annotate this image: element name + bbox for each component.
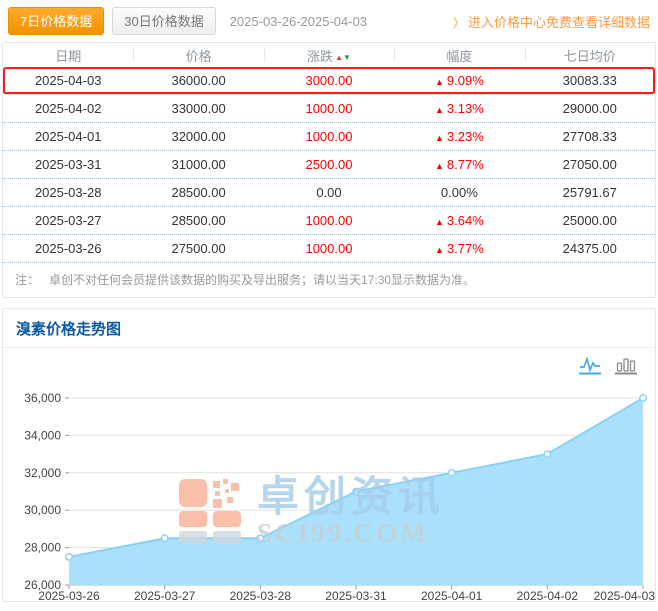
cell-date: 2025-03-31 bbox=[34, 157, 102, 172]
cell-range-pct: ▲ 8.77% bbox=[434, 157, 484, 172]
svg-text:32,000: 32,000 bbox=[24, 466, 61, 480]
cell-price: 27500.00 bbox=[171, 241, 226, 256]
cell-7day-average: 24375.00 bbox=[562, 241, 617, 256]
table-row[interactable]: 2025-03-27 28500.00 1000.00 ▲ 3.64% 25000.00 bbox=[3, 207, 655, 235]
cell-price: 32000.00 bbox=[171, 129, 226, 144]
table-body: 2025-04-03 36000.00 3000.00 ▲ 9.09% 30083.33 2… bbox=[3, 67, 655, 263]
cell-7day-average: 30083.33 bbox=[562, 73, 617, 88]
data-point-marker bbox=[352, 487, 360, 496]
cell-price: 36000.00 bbox=[171, 73, 226, 88]
note-label: 注： bbox=[15, 273, 40, 287]
cell-price: 28500.00 bbox=[171, 185, 226, 200]
column-header-date: 日期 bbox=[55, 48, 82, 64]
data-point-marker bbox=[160, 534, 169, 543]
cell-7day-average: 27708.33 bbox=[562, 129, 617, 144]
price-center-link-label: 进入价格中心免费查看详细数据 bbox=[467, 14, 650, 30]
note-text: 卓创不对任何会员提供该数据的购买及导出服务；请以当天17:30显示数据为准。 bbox=[49, 273, 476, 287]
data-point-marker bbox=[543, 450, 552, 459]
chevron-right-icon: 〉 bbox=[452, 15, 465, 30]
line-chart-icon[interactable] bbox=[579, 355, 601, 375]
toolbar: 7日价格数据 30日价格数据 2025-03-26-2025-04-03 〉进入… bbox=[0, 0, 658, 40]
table-row[interactable]: 2025-04-03 36000.00 3000.00 ▲ 9.09% 30083.33 bbox=[3, 67, 655, 95]
column-header-change: 涨跌 ▲▼ bbox=[263, 46, 394, 65]
column-header-price: 价格 bbox=[133, 46, 263, 65]
cell-7day-average: 27050.00 bbox=[562, 157, 617, 172]
cell-range-pct: ▲ 3.77% bbox=[434, 241, 484, 256]
cell-7day-average: 25791.67 bbox=[562, 185, 617, 200]
cell-date: 2025-04-01 bbox=[34, 129, 102, 144]
cell-date: 2025-03-26 bbox=[34, 241, 102, 256]
cell-range-pct: ▲ 9.09% bbox=[434, 73, 484, 88]
cell-price: 33000.00 bbox=[171, 101, 226, 116]
tab-30day-price-data[interactable]: 30日价格数据 bbox=[112, 7, 216, 35]
column-header-7day-average: 七日均价 bbox=[524, 46, 655, 65]
sort-descending-icon[interactable]: ▼ bbox=[342, 52, 351, 62]
cell-price: 28500.00 bbox=[171, 213, 226, 228]
table-row[interactable]: 2025-03-31 31000.00 2500.00 ▲ 8.77% 27050.00 bbox=[3, 151, 655, 179]
cell-range-pct: 0.00% bbox=[440, 185, 478, 200]
table-row[interactable]: 2025-03-28 28500.00 0.00 0.00% 25791.67 bbox=[3, 179, 655, 207]
cell-change: 2500.00 bbox=[305, 157, 353, 172]
trend-chart-panel: 溴素价格走势图 26,000 28,000 30,000 32,000 34,000 36… bbox=[2, 308, 656, 603]
price-center-link[interactable]: 〉进入价格中心免费查看详细数据 bbox=[453, 12, 650, 31]
cell-change: 1000.00 bbox=[305, 241, 353, 256]
cell-change: 1000.00 bbox=[305, 213, 353, 228]
date-range-label: 2025-03-26-2025-04-03 bbox=[229, 13, 368, 29]
data-point-marker bbox=[256, 534, 265, 543]
svg-text:2025-03-26: 2025-03-26 bbox=[38, 589, 100, 603]
cell-date: 2025-03-28 bbox=[34, 185, 102, 200]
cell-change: 1000.00 bbox=[305, 101, 353, 116]
svg-text:2025-04-01: 2025-04-01 bbox=[421, 589, 483, 603]
up-triangle-icon: ▲ bbox=[434, 161, 444, 171]
svg-text:36,000: 36,000 bbox=[24, 391, 61, 405]
chart-title: 溴素价格走势图 bbox=[3, 309, 655, 348]
table-row[interactable]: 2025-04-02 33000.00 1000.00 ▲ 3.13% 29000.00 bbox=[3, 95, 655, 123]
svg-text:2025-04-03: 2025-04-03 bbox=[594, 589, 656, 603]
column-header-range: 幅度 bbox=[394, 46, 524, 65]
svg-text:30,000: 30,000 bbox=[24, 503, 61, 517]
svg-text:28,000: 28,000 bbox=[24, 541, 61, 555]
cell-change: 1000.00 bbox=[305, 129, 353, 144]
up-triangle-icon: ▲ bbox=[434, 77, 444, 87]
table-header-row: 日期 价格 涨跌 ▲▼ 幅度 七日均价 bbox=[3, 43, 655, 67]
table-footnote: 注： 卓创不对任何会员提供该数据的购买及导出服务；请以当天17:30显示数据为准… bbox=[3, 263, 655, 297]
cell-range-pct: ▲ 3.13% bbox=[434, 101, 484, 116]
cell-7day-average: 25000.00 bbox=[562, 213, 617, 228]
cell-7day-average: 29000.00 bbox=[562, 101, 617, 116]
tab-7day-price-data[interactable]: 7日价格数据 bbox=[8, 7, 105, 35]
cell-change: 0.00 bbox=[316, 185, 342, 200]
svg-text:2025-03-31: 2025-03-31 bbox=[325, 589, 387, 603]
chart-type-toolbar bbox=[3, 348, 655, 376]
data-point-marker bbox=[65, 553, 73, 561]
svg-text:34,000: 34,000 bbox=[24, 428, 61, 442]
up-triangle-icon: ▲ bbox=[434, 105, 444, 115]
svg-text:2025-03-27: 2025-03-27 bbox=[134, 589, 196, 603]
up-triangle-icon: ▲ bbox=[434, 217, 444, 227]
price-table-panel: 日期 价格 涨跌 ▲▼ 幅度 七日均价 2025-04-03 36000.00 300… bbox=[2, 42, 656, 298]
cell-date: 2025-04-03 bbox=[34, 73, 102, 88]
table-row[interactable]: 2025-04-01 32000.00 1000.00 ▲ 3.23% 27708.33 bbox=[3, 123, 655, 151]
svg-text:2025-03-28: 2025-03-28 bbox=[230, 589, 292, 603]
up-triangle-icon: ▲ bbox=[434, 133, 444, 143]
cell-change: 3000.00 bbox=[305, 73, 353, 88]
cell-date: 2025-04-02 bbox=[34, 101, 102, 116]
x-axis-labels: 2025-03-26 2025-03-27 2025-03-28 2025-03-31… bbox=[38, 585, 655, 603]
cell-range-pct: ▲ 3.23% bbox=[434, 129, 484, 144]
cell-date: 2025-03-27 bbox=[34, 213, 102, 228]
cell-price: 31000.00 bbox=[171, 157, 226, 172]
chart-area: 26,000 28,000 30,000 32,000 34,000 36,000 2025… bbox=[3, 376, 655, 611]
bar-chart-icon[interactable] bbox=[615, 355, 637, 375]
svg-text:2025-04-02: 2025-04-02 bbox=[517, 589, 579, 603]
up-triangle-icon: ▲ bbox=[434, 245, 444, 255]
price-trend-area-chart: 26,00028,00030,00032,00034,00036,0002025… bbox=[24, 391, 655, 603]
cell-range-pct: ▲ 3.64% bbox=[434, 213, 484, 228]
data-point-marker bbox=[447, 468, 456, 477]
table-row[interactable]: 2025-03-26 27500.00 1000.00 ▲ 3.77% 24375.00 bbox=[3, 235, 655, 263]
data-point-marker bbox=[639, 394, 647, 402]
sort-ascending-icon[interactable]: ▲ bbox=[335, 52, 343, 62]
